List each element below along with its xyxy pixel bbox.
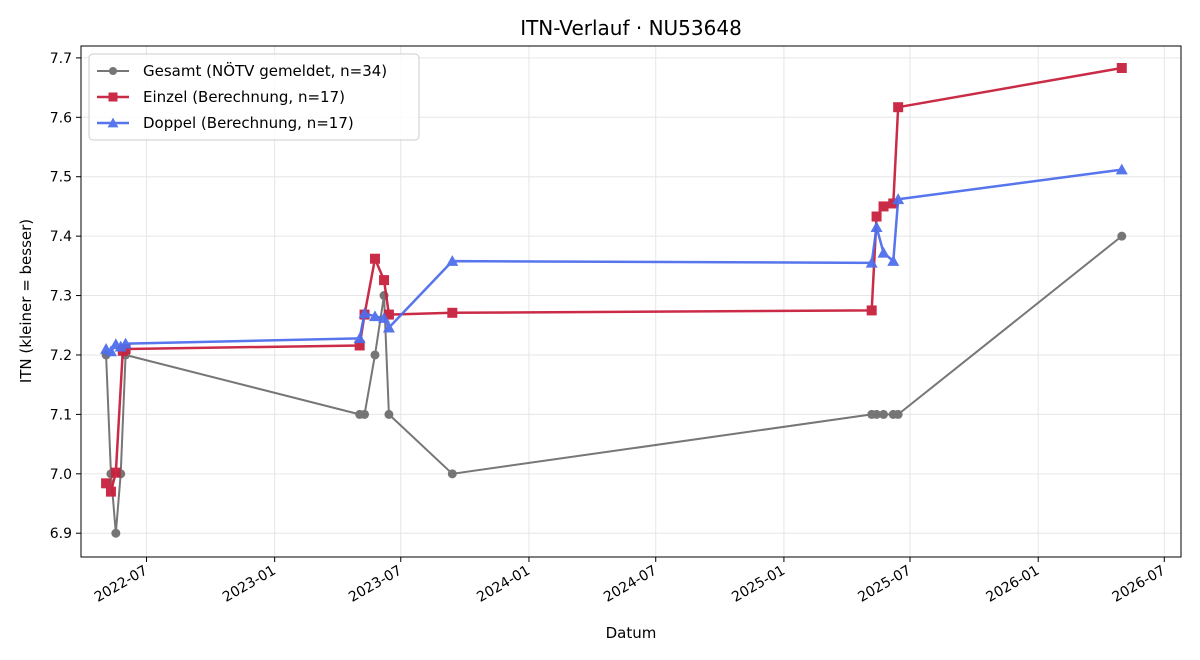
y-axis-ticks: 6.9 7.0 7.1 7.2 7.3 7.4 7.5 7.6 7.7 [50, 51, 81, 542]
legend-label: Doppel (Berechnung, n=17) [143, 114, 354, 132]
data-point [447, 307, 458, 318]
data-point [119, 337, 132, 349]
data-point [104, 345, 117, 357]
legend-marker [108, 66, 118, 76]
y-tick-label: 7.4 [50, 229, 72, 245]
data-point [872, 409, 882, 419]
data-point [382, 321, 395, 333]
data-point [865, 256, 878, 268]
data-point [111, 528, 121, 538]
series-gesamt [101, 231, 1127, 538]
data-point [358, 307, 371, 319]
series-line [105, 235, 1123, 535]
data-point [379, 275, 390, 286]
data-point [101, 478, 112, 489]
chart-title: ITN-Verlauf · NU53648 [520, 16, 742, 40]
data-point [871, 211, 882, 222]
legend-marker [107, 117, 119, 128]
data-point [887, 255, 900, 266]
data-point [368, 310, 381, 322]
x-tick-label: 2025-07 [855, 563, 914, 606]
legend-box [88, 53, 420, 141]
y-tick-label: 7.6 [50, 110, 72, 126]
x-tick-label: 2026-07 [1110, 563, 1169, 606]
data-point [120, 344, 131, 355]
x-tick-label: 2023-01 [220, 563, 279, 606]
y-tick-label: 7.7 [50, 51, 72, 67]
data-point [892, 193, 905, 205]
data-point [110, 467, 121, 478]
data-point [384, 409, 394, 419]
grid [81, 46, 1181, 557]
data-point [370, 350, 380, 360]
data-point [114, 340, 127, 352]
data-point [878, 201, 889, 212]
y-tick-label: 7.3 [50, 289, 72, 305]
plot-frame [80, 45, 1182, 558]
y-tick-label: 7.0 [50, 467, 72, 483]
legend-label: Einzel (Berechnung, n=17) [143, 88, 345, 106]
data-point [879, 409, 889, 419]
legend-item [97, 66, 129, 76]
legend-item [97, 117, 129, 128]
legend-item [97, 92, 129, 102]
data-point [105, 486, 116, 497]
x-tick-label: 2023-07 [346, 563, 405, 606]
y-tick-label: 6.9 [50, 526, 72, 542]
y-axis-label: ITN (kleiner = besser) [17, 219, 35, 383]
data-point [877, 246, 890, 258]
y-tick-label: 7.1 [50, 407, 72, 423]
x-axis-label: Datum [606, 624, 657, 642]
data-point [1117, 231, 1127, 241]
y-tick-label: 7.2 [50, 348, 72, 364]
data-point [866, 305, 877, 316]
data-point [360, 409, 370, 419]
x-axis-ticks: 2022-07 2023-01 2023-07 2024-01 2024-07 2025-… [92, 557, 1168, 606]
legend-marker [108, 92, 118, 102]
data-point [369, 253, 380, 264]
x-tick-label: 2024-01 [474, 563, 533, 606]
data-point [1116, 62, 1127, 73]
series-layer [100, 62, 1128, 538]
y-tick-label: 7.5 [50, 170, 72, 186]
data-point [893, 102, 904, 113]
series-line [105, 168, 1122, 353]
data-point [1115, 163, 1128, 175]
x-tick-label: 2022-07 [92, 563, 151, 606]
data-point [447, 469, 457, 479]
data-point [870, 221, 883, 233]
data-point [893, 409, 903, 419]
legend-label: Gesamt (NÖTV gemeldet, n=34) [143, 61, 387, 80]
legend: Gesamt (NÖTV gemeldet, n=34) Einzel (Bere… [88, 53, 420, 141]
series-doppel [100, 163, 1128, 357]
x-tick-label: 2025-01 [729, 563, 788, 606]
data-point [354, 340, 365, 351]
data-point [446, 255, 459, 266]
data-point [383, 309, 394, 320]
x-tick-label: 2026-01 [984, 563, 1043, 606]
data-point [378, 312, 391, 323]
data-point [353, 332, 366, 344]
x-tick-label: 2024-07 [601, 563, 660, 606]
